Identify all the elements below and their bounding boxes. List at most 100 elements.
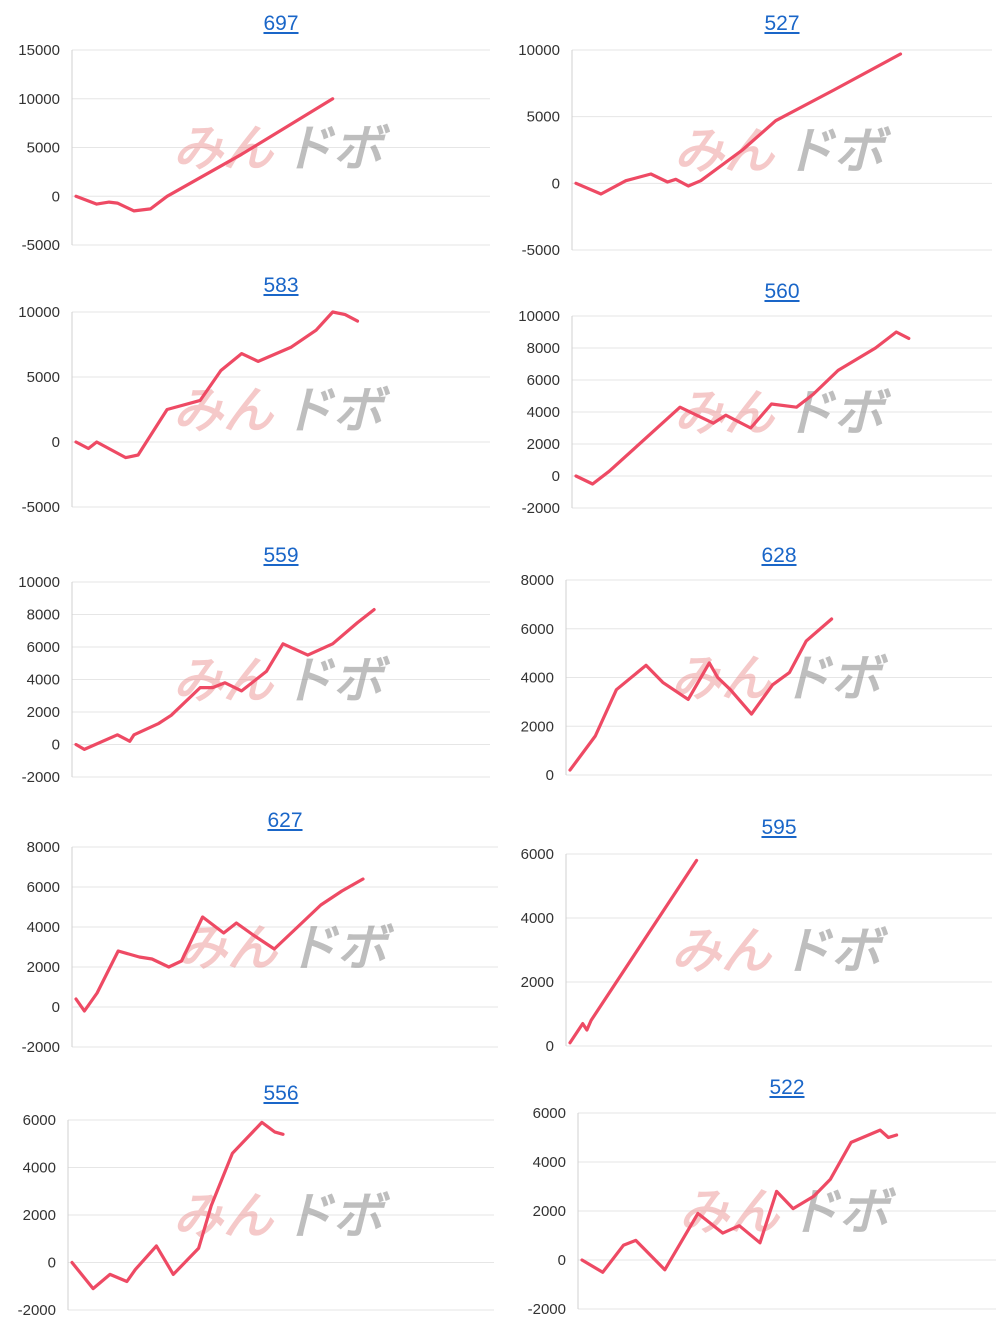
watermark-text-pink: みん xyxy=(671,923,773,979)
y-tick-label: 2000 xyxy=(23,1207,56,1224)
chart-title-link[interactable]: 522 xyxy=(769,1076,805,1099)
y-tick-label: -2000 xyxy=(18,1302,56,1319)
watermark-logo: みん ドボ xyxy=(173,121,391,177)
y-tick-label: 5000 xyxy=(27,140,60,157)
y-tick-label: -2000 xyxy=(528,1301,566,1318)
y-tick-label: 0 xyxy=(552,175,560,192)
watermark-text-gray: ドボ xyxy=(781,923,889,979)
y-tick-label: 0 xyxy=(552,468,560,485)
chart-title-link[interactable]: 697 xyxy=(263,12,299,35)
y-tick-label: 6000 xyxy=(23,1112,56,1129)
chart-title-link[interactable]: 595 xyxy=(761,816,797,839)
y-tick-label: 8000 xyxy=(27,839,60,856)
watermark-text-gray: ドボ xyxy=(287,920,395,976)
line-chart: 8000 6000 4000 2000 0 -2000 みん ドボ xyxy=(22,839,498,1056)
y-tick-label: 0 xyxy=(52,737,60,754)
chart-panel-556: 556 6000 4000 2000 0 -2000 みん ドボ xyxy=(0,1078,500,1340)
series-line xyxy=(74,97,335,213)
y-tick-label: -2000 xyxy=(22,769,60,786)
line-chart: 10000 5000 0 -5000 みん ドボ xyxy=(518,42,992,259)
watermark-logo: みん ドボ xyxy=(173,383,391,439)
y-tick-label: 15000 xyxy=(18,42,60,59)
chart-title-link[interactable]: 560 xyxy=(764,280,800,303)
series-line xyxy=(568,617,834,772)
line-chart: 6000 4000 2000 0 みん ドボ xyxy=(521,846,992,1055)
series-line xyxy=(580,1128,899,1274)
y-tick-label: 2000 xyxy=(527,436,560,453)
line-chart: 10000 5000 0 -5000 みん ドボ xyxy=(18,304,490,516)
series-line xyxy=(574,52,903,196)
y-tick-label: 4000 xyxy=(521,670,554,687)
y-tick-label: 2000 xyxy=(27,959,60,976)
y-tick-label: 6000 xyxy=(27,879,60,896)
chart-panel-527: 527 10000 5000 0 -5000 みん ドボ xyxy=(500,8,1000,270)
y-tick-label: 2000 xyxy=(533,1203,566,1220)
series-line xyxy=(74,607,376,751)
y-tick-label: 8000 xyxy=(27,607,60,624)
y-tick-label: 4000 xyxy=(23,1160,56,1177)
watermark-text-pink: みん xyxy=(173,383,275,439)
y-tick-label: 2000 xyxy=(27,704,60,721)
line-chart: 10000 8000 6000 4000 2000 0 -2000 みん ドボ xyxy=(518,308,992,517)
y-tick-label: 4000 xyxy=(521,910,554,927)
chart-panel-697: 697 15000 10000 5000 0 -5000 みん ドボ xyxy=(0,8,500,270)
line-chart: 15000 10000 5000 0 -5000 みん ドボ xyxy=(18,42,490,254)
y-tick-label: 4000 xyxy=(27,919,60,936)
series-line xyxy=(74,877,365,1013)
y-tick-label: 6000 xyxy=(527,372,560,389)
y-tick-label: -5000 xyxy=(22,499,60,516)
watermark-text-gray: ドボ xyxy=(283,653,391,709)
chart-title-link[interactable]: 628 xyxy=(761,544,797,567)
chart-title-link[interactable]: 627 xyxy=(267,809,303,832)
y-tick-label: 4000 xyxy=(533,1154,566,1171)
watermark-logo: みん ドボ xyxy=(679,1184,897,1240)
watermark-logo: みん ドボ xyxy=(173,653,391,709)
chart-panel-559: 559 10000 8000 6000 4000 2000 0 -2000 みん ドボ xyxy=(0,540,500,802)
line-chart: 6000 4000 2000 0 -2000 みん ドボ xyxy=(528,1105,996,1318)
chart-panel-560: 560 10000 8000 6000 4000 2000 0 -2000 みん ドボ xyxy=(500,276,1000,538)
chart-title-link[interactable]: 556 xyxy=(263,1082,299,1105)
watermark-text-gray: ドボ xyxy=(784,385,892,441)
y-tick-label: 0 xyxy=(48,1255,56,1272)
line-chart: 6000 4000 2000 0 -2000 みん ドボ xyxy=(18,1112,494,1319)
y-tick-label: 4000 xyxy=(27,672,60,689)
chart-title-link[interactable]: 559 xyxy=(263,544,299,567)
y-tick-label: 5000 xyxy=(27,369,60,386)
watermark-text-gray: ドボ xyxy=(283,121,391,177)
watermark-text-gray: ドボ xyxy=(789,1184,897,1240)
y-tick-label: 10000 xyxy=(18,304,60,321)
y-tick-label: -5000 xyxy=(522,242,560,259)
y-tick-label: -2000 xyxy=(22,1039,60,1056)
y-tick-label: 4000 xyxy=(527,404,560,421)
y-tick-label: -2000 xyxy=(522,500,560,517)
y-tick-label: 0 xyxy=(546,1038,554,1055)
watermark-text-gray: ドボ xyxy=(283,383,391,439)
watermark-logo: みん ドボ xyxy=(173,1188,391,1244)
y-tick-label: 8000 xyxy=(521,572,554,589)
y-tick-label: -5000 xyxy=(22,237,60,254)
chart-title-link[interactable]: 583 xyxy=(263,274,299,297)
watermark-text-pink: みん xyxy=(674,123,776,179)
y-tick-label: 6000 xyxy=(27,639,60,656)
line-chart: 10000 8000 6000 4000 2000 0 -2000 みん ドボ xyxy=(18,574,490,786)
watermark-logo: みん ドボ xyxy=(674,123,892,179)
y-tick-label: 10000 xyxy=(18,91,60,108)
watermark-text-gray: ドボ xyxy=(784,123,892,179)
watermark-text-gray: ドボ xyxy=(781,651,889,707)
y-tick-label: 6000 xyxy=(521,621,554,638)
series-line xyxy=(74,310,360,460)
y-tick-label: 5000 xyxy=(527,109,560,126)
series-line xyxy=(574,330,911,486)
watermark-logo: みん ドボ xyxy=(177,920,395,976)
y-tick-label: 0 xyxy=(558,1252,566,1269)
chart-panel-627: 627 8000 6000 4000 2000 0 -2000 みん ドボ xyxy=(0,805,500,1067)
chart-panel-595: 595 6000 4000 2000 0 みん ドボ xyxy=(500,812,1000,1074)
y-tick-label: 10000 xyxy=(18,574,60,591)
watermark-text-gray: ドボ xyxy=(283,1188,391,1244)
chart-title-link[interactable]: 527 xyxy=(764,12,800,35)
chart-panel-583: 583 10000 5000 0 -5000 みん ドボ xyxy=(0,270,500,532)
series-line xyxy=(568,858,699,1045)
watermark-logo: みん ドボ xyxy=(671,923,889,979)
